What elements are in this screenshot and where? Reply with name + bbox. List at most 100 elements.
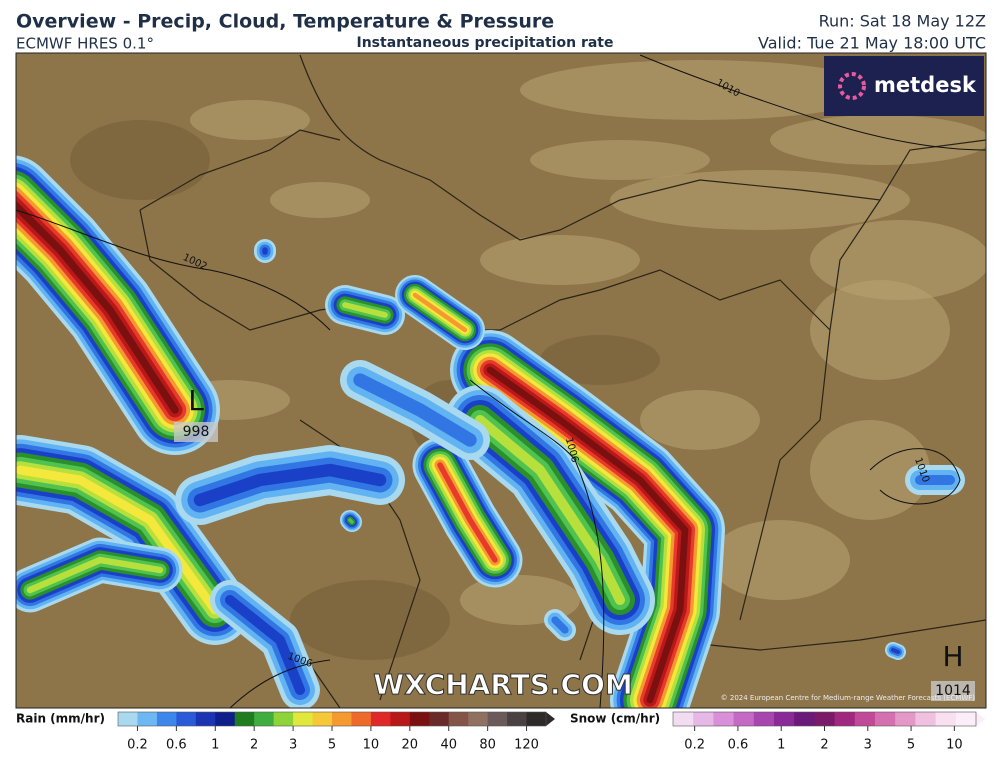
- legend-swatch: [118, 712, 138, 726]
- logo-box: [824, 56, 984, 116]
- precip-band: [26, 556, 164, 594]
- legend-tick-label: 0.6: [166, 738, 187, 753]
- legend-swatch: [312, 712, 333, 726]
- precip-band: [193, 463, 387, 507]
- legend-swatch: [137, 712, 158, 726]
- legend: Rain (mm/hr) Snow (cm/hr) 0.2 0.6 1 2 3 5 10 20…: [16, 712, 985, 753]
- legend-tick-label: 80: [479, 738, 496, 753]
- legend-swatch: [713, 712, 735, 726]
- legend-swatch: [895, 712, 916, 726]
- terrain-patch: [290, 580, 450, 660]
- pressure-value: 998: [183, 424, 210, 440]
- legend-swatch: [468, 712, 489, 726]
- border: [139, 129, 341, 211]
- legend-swatch: [234, 712, 255, 726]
- cloud-patch: [640, 390, 760, 450]
- precip-band: [891, 648, 900, 654]
- isobar: [869, 448, 961, 505]
- precip-band: [551, 616, 569, 634]
- legend-end: [546, 712, 555, 726]
- legend-tick-label: 5: [907, 738, 915, 753]
- precip-band: [225, 595, 305, 695]
- terrain-patch: [70, 120, 210, 200]
- copyright: © 2024 European Centre for Medium-range …: [721, 694, 976, 702]
- border: [559, 139, 986, 231]
- legend-tick-label: 3: [289, 738, 297, 753]
- legend-swatch: [487, 712, 508, 726]
- legend-swatch: [254, 712, 275, 726]
- legend-swatch: [215, 712, 236, 726]
- map: 10101002100610101006L998H1014WXCHARTS.CO…: [16, 53, 986, 708]
- precip-band: [486, 366, 689, 704]
- legend-tick-label: 1: [211, 738, 219, 753]
- terrain-patch: [540, 335, 660, 385]
- legend-swatch: [526, 712, 547, 726]
- logo-text: metdesk: [874, 73, 977, 97]
- legend-tick-label: 20: [402, 738, 419, 753]
- legend-swatch: [273, 712, 294, 726]
- precip-band: [437, 462, 498, 563]
- legend-tick-label: 0.2: [684, 738, 705, 753]
- run: Run: Sat 18 May 12Z: [819, 12, 986, 31]
- snow-label: Snow (cm/hr): [570, 712, 660, 726]
- legend-tick-label: 120: [514, 738, 539, 753]
- pressure-symbol: L: [188, 384, 204, 417]
- legend-swatch: [448, 712, 469, 726]
- logo-icon: [838, 72, 866, 100]
- valid: Valid: Tue 21 May 18:00 UTC: [758, 34, 986, 53]
- legend-tick-label: 0.2: [127, 738, 148, 753]
- cloud-patch: [530, 140, 710, 180]
- pressure-value: 1014: [935, 683, 971, 699]
- legend-swatch: [332, 712, 352, 726]
- rain-label: Rain (mm/hr): [16, 712, 105, 726]
- border: [829, 199, 881, 331]
- legend-swatch: [507, 712, 528, 726]
- legend-tick-label: 10: [946, 738, 963, 753]
- legend-swatch: [794, 712, 815, 726]
- pressure-symbol: H: [942, 640, 963, 673]
- cloud-patch: [710, 520, 850, 600]
- isobar: [469, 379, 605, 708]
- isobar: [639, 54, 986, 151]
- legend-swatch: [409, 712, 430, 726]
- precip-band: [475, 415, 625, 605]
- precip-band: [353, 373, 477, 447]
- precip-band: [348, 518, 354, 524]
- isobar: [229, 659, 331, 708]
- legend-swatch: [176, 712, 197, 726]
- isobar: [16, 209, 331, 331]
- legend-swatch: [875, 712, 896, 726]
- title: Overview - Precip, Cloud, Temperature & …: [16, 11, 554, 33]
- watermark: WXCHARTS.COM: [373, 668, 633, 701]
- legend-swatch: [195, 712, 216, 726]
- legend-swatch: [370, 712, 391, 726]
- legend-swatch: [753, 712, 775, 726]
- legend-swatch: [156, 712, 177, 726]
- legend-end: [976, 712, 985, 726]
- cloud-patch: [810, 280, 950, 380]
- pressure-box: [931, 681, 975, 701]
- cloud-patch: [480, 235, 640, 285]
- legend-tick-label: 1: [777, 738, 785, 753]
- pressure-box: [174, 422, 218, 442]
- legend-swatch: [935, 712, 957, 726]
- legend-tick-label: 2: [820, 738, 828, 753]
- cloud-patch: [770, 115, 986, 165]
- border: [299, 54, 561, 241]
- legend-swatch: [673, 712, 694, 726]
- field: Instantaneous precipitation rate: [357, 35, 614, 51]
- legend-swatch: [293, 712, 314, 726]
- legend-swatch: [955, 712, 977, 726]
- cloud-patch: [610, 170, 910, 230]
- legend-tick-label: 2: [250, 738, 258, 753]
- precip-band: [16, 465, 220, 615]
- legend-swatch: [834, 712, 856, 726]
- legend-swatch: [390, 712, 411, 726]
- legend-swatch: [733, 712, 755, 726]
- cloud-patch: [520, 60, 880, 120]
- map-frame: [15, 52, 987, 709]
- legend-tick-label: 40: [440, 738, 457, 753]
- legend-swatch: [854, 712, 876, 726]
- legend-swatch: [774, 712, 795, 726]
- legend-swatch: [814, 712, 836, 726]
